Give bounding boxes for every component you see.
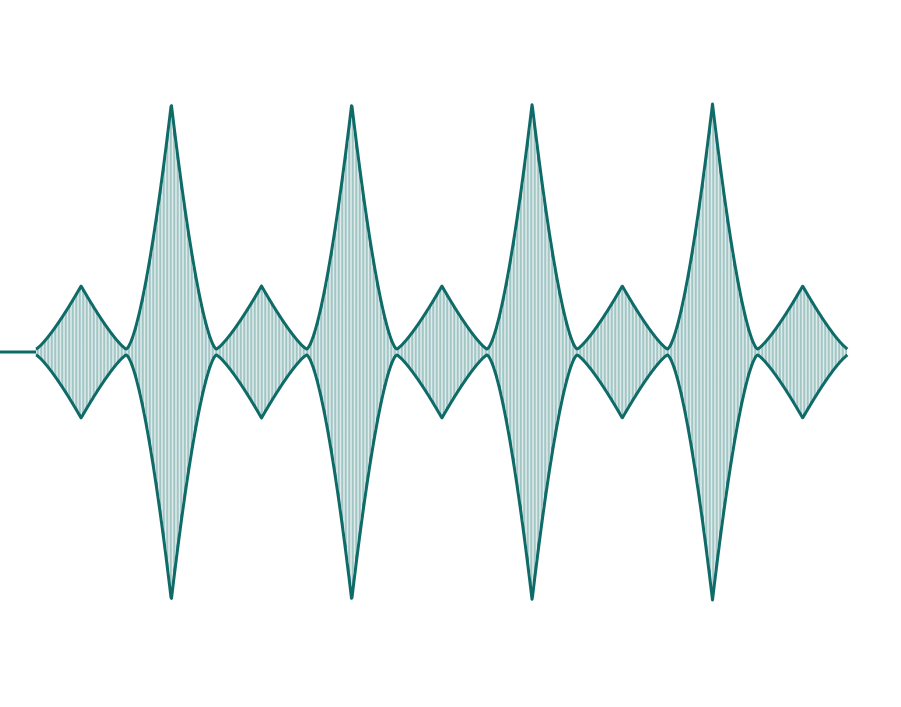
waveform-envelope-top [35,102,849,351]
waveform-envelope-bottom [35,353,849,602]
waveform-fill [35,106,847,598]
